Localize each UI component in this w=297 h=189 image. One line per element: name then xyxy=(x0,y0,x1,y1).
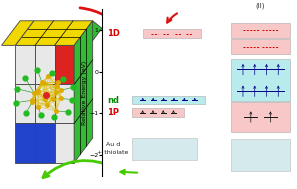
Bar xyxy=(15,45,35,84)
FancyArrowPatch shape xyxy=(43,160,118,177)
FancyBboxPatch shape xyxy=(231,23,290,38)
FancyBboxPatch shape xyxy=(132,138,197,160)
FancyBboxPatch shape xyxy=(231,139,290,171)
Bar xyxy=(35,84,55,123)
Bar xyxy=(55,123,74,163)
Polygon shape xyxy=(15,21,93,45)
FancyBboxPatch shape xyxy=(132,96,205,104)
Bar xyxy=(15,123,35,163)
Text: Au d: Au d xyxy=(106,142,120,147)
Bar xyxy=(55,45,74,84)
Text: (II): (II) xyxy=(256,3,265,9)
Y-axis label: Relative Energy (eV): Relative Energy (eV) xyxy=(82,60,87,125)
Polygon shape xyxy=(1,21,34,45)
Bar xyxy=(35,123,55,163)
FancyBboxPatch shape xyxy=(143,29,201,38)
FancyBboxPatch shape xyxy=(132,108,184,117)
Text: nd: nd xyxy=(107,96,119,105)
Text: 1D: 1D xyxy=(107,29,120,38)
FancyArrowPatch shape xyxy=(80,8,123,33)
FancyBboxPatch shape xyxy=(231,39,290,54)
Bar xyxy=(55,84,74,123)
FancyBboxPatch shape xyxy=(231,102,290,132)
Text: 1P: 1P xyxy=(107,108,119,117)
Polygon shape xyxy=(74,21,93,163)
Bar xyxy=(35,45,55,84)
FancyBboxPatch shape xyxy=(231,59,290,101)
Text: + thiolate: + thiolate xyxy=(97,149,129,155)
Bar xyxy=(15,84,35,123)
Polygon shape xyxy=(74,21,102,53)
